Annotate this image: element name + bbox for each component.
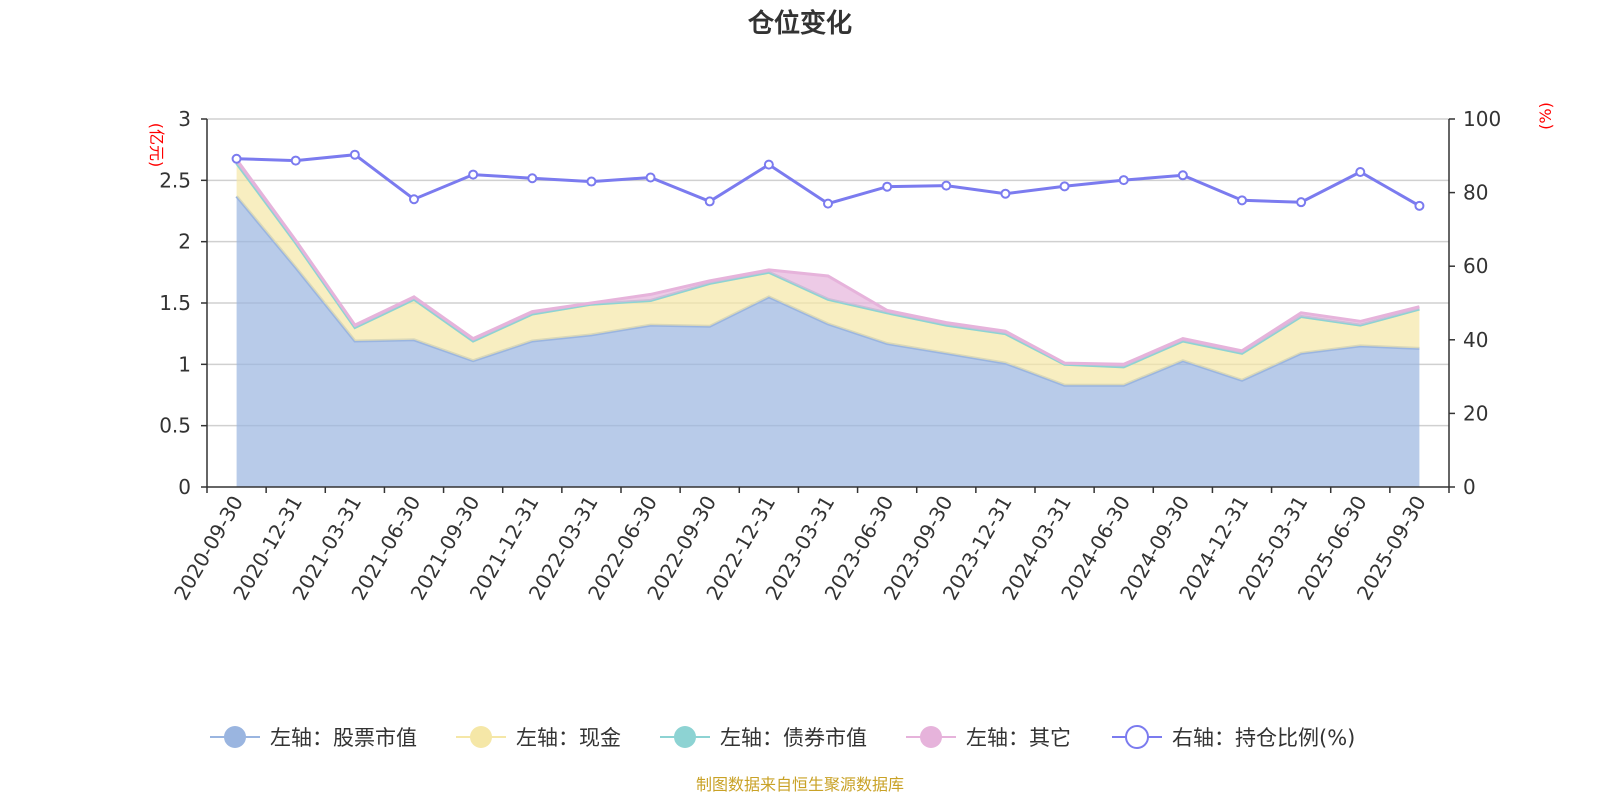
- right-tick-label: 40: [1463, 328, 1488, 352]
- ratio-point[interactable]: [1237, 195, 1247, 206]
- right-tick-label: 100: [1463, 107, 1501, 131]
- source-note: 制图数据来自恒生聚源数据库: [696, 775, 904, 794]
- legend-marker: [674, 726, 696, 748]
- legend-label: 左轴：现金: [516, 726, 621, 750]
- legend-marker: [920, 726, 942, 748]
- area-line-4: [235, 158, 1420, 366]
- legend-label: 左轴：债券市值: [720, 726, 867, 750]
- ratio-point[interactable]: [1296, 197, 1307, 208]
- ratio-point[interactable]: [527, 173, 538, 184]
- ratio-point[interactable]: [231, 153, 242, 164]
- ratio-point[interactable]: [349, 149, 360, 160]
- area-layers: [235, 158, 1420, 488]
- left-tick-label: 3: [178, 107, 191, 131]
- right-tick-label: 0: [1463, 475, 1476, 499]
- left-tick-label: 0: [178, 475, 191, 499]
- right-tick-label: 20: [1463, 401, 1488, 425]
- right-tick-label: 80: [1463, 181, 1488, 205]
- ratio-point[interactable]: [823, 198, 833, 209]
- legend-marker: [470, 726, 492, 748]
- ratio-point[interactable]: [1355, 166, 1366, 177]
- legend[interactable]: 左轴：股票市值 左轴：现金 左轴：债券市值 左轴：其它 右轴：持仓比例(%): [210, 725, 1355, 750]
- area-2: [236, 163, 1420, 386]
- legend-item-4[interactable]: 左轴：其它: [906, 726, 1071, 750]
- ratio-point[interactable]: [409, 194, 419, 205]
- left-tick-label: 1.5: [159, 291, 191, 315]
- legend-item-3[interactable]: 左轴：债券市值: [660, 726, 867, 750]
- legend-marker: [1125, 725, 1149, 749]
- legend-item-1[interactable]: 左轴：股票市值: [210, 726, 417, 750]
- area-1: [236, 196, 1420, 488]
- ratio-point[interactable]: [1059, 181, 1070, 192]
- legend-item-2[interactable]: 左轴：现金: [456, 726, 621, 750]
- ratio-series: [231, 149, 1425, 211]
- ratio-point[interactable]: [941, 180, 952, 191]
- left-tick-label: 2: [178, 230, 191, 254]
- legend-item-5[interactable]: 右轴：持仓比例(%): [1112, 725, 1355, 750]
- ratio-point[interactable]: [882, 181, 893, 192]
- left-tick-label: 1: [178, 352, 191, 376]
- left-axis-unit: (亿元): [147, 123, 166, 168]
- ratio-point[interactable]: [763, 159, 774, 170]
- ratio-point[interactable]: [704, 196, 715, 207]
- ratio-point[interactable]: [586, 176, 597, 187]
- ratio-point[interactable]: [290, 155, 301, 166]
- ratio-point[interactable]: [1000, 188, 1011, 199]
- chart-title: 仓位变化: [747, 8, 852, 39]
- legend-label: 左轴：股票市值: [270, 726, 417, 750]
- ratio-point[interactable]: [1118, 175, 1129, 186]
- left-tick-label: 2.5: [159, 168, 191, 192]
- legend-label: 左轴：其它: [966, 726, 1071, 750]
- left-tick-label: 0.5: [159, 414, 191, 438]
- legend-marker: [224, 726, 246, 748]
- ratio-point[interactable]: [645, 172, 656, 183]
- ratio-point[interactable]: [468, 169, 479, 180]
- ratio-point[interactable]: [1177, 170, 1188, 181]
- right-axis-unit: (%): [1536, 102, 1555, 130]
- right-tick-label: 60: [1463, 254, 1488, 278]
- ratio-point[interactable]: [1414, 200, 1425, 211]
- legend-label: 右轴：持仓比例(%): [1172, 726, 1355, 750]
